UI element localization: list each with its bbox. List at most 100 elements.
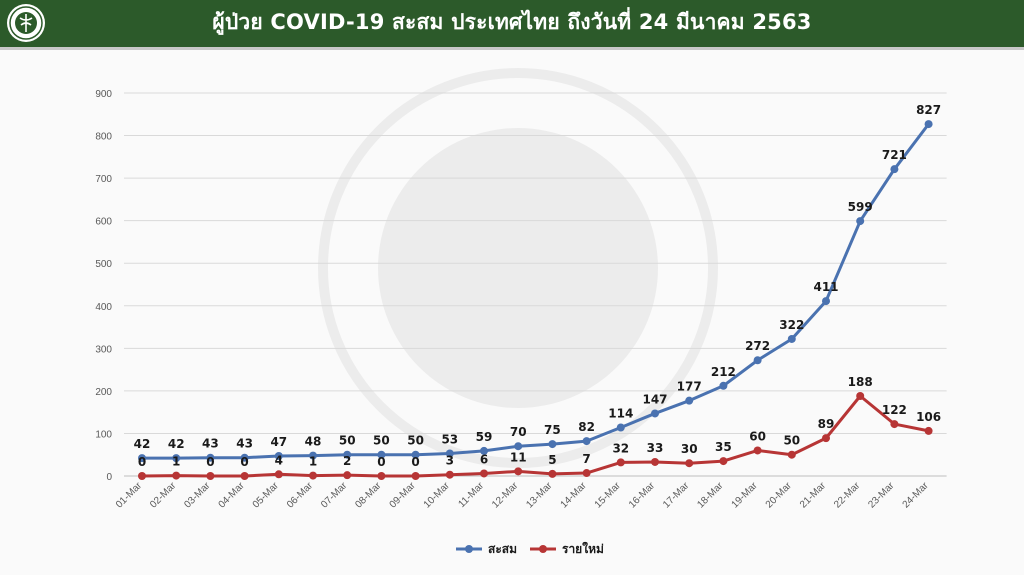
y-tick-label: 800 [95, 132, 112, 143]
data-label: 75 [544, 423, 561, 437]
x-tick-label: 16-Mar [627, 480, 658, 511]
data-label: 0 [411, 455, 419, 469]
data-point [856, 391, 865, 400]
x-tick-label: 02-Mar [148, 480, 179, 511]
data-label: 0 [206, 455, 214, 469]
page-title: ผู้ป่วย COVID-19 สะสม ประเทศไทย ถึงวันที… [212, 10, 812, 34]
data-point [480, 469, 488, 478]
data-point [138, 472, 146, 480]
y-tick-label: 200 [95, 387, 112, 398]
x-tick-label: 18-Mar [695, 480, 726, 511]
y-tick-label: 400 [95, 302, 112, 313]
data-label: 721 [882, 148, 907, 162]
data-label: 322 [779, 318, 804, 332]
data-label: 50 [339, 434, 356, 448]
data-label: 35 [715, 440, 732, 454]
data-label: 11 [510, 450, 527, 464]
series [138, 120, 933, 480]
data-label: 32 [612, 441, 629, 455]
data-point [274, 451, 283, 460]
data-point [719, 457, 728, 466]
x-tick-label: 09-Mar [388, 480, 419, 511]
data-label: 50 [407, 434, 424, 448]
data-label: 2 [343, 454, 351, 468]
data-label: 212 [711, 365, 736, 379]
data-point [787, 450, 796, 459]
data-label: 89 [818, 417, 835, 431]
data-label: 106 [916, 410, 941, 424]
data-point [309, 471, 317, 480]
x-tick-label: 10-Mar [422, 480, 453, 511]
x-tick-label: 17-Mar [661, 480, 692, 511]
data-label: 7 [582, 452, 590, 466]
y-tick-label: 300 [95, 344, 112, 355]
data-point [822, 297, 830, 306]
x-tick-label: 15-Mar [593, 480, 624, 511]
data-label: 47 [270, 435, 287, 449]
series-line-0 [142, 123, 930, 460]
data-point [822, 434, 830, 443]
x-tick-label: 06-Mar [285, 480, 316, 511]
data-point [445, 470, 454, 479]
data-label: 147 [642, 392, 667, 406]
data-point [753, 356, 762, 365]
data-label: 5 [548, 453, 556, 467]
data-label: 4 [275, 453, 283, 467]
data-point [753, 446, 762, 455]
data-label: 122 [882, 403, 907, 417]
x-tick-label: 04-Mar [217, 480, 248, 511]
x-axis: 01-Mar 02-Mar 03-Mar 04-Mar 05-Mar 06-Mar 07-M… [114, 480, 931, 511]
x-tick-label: 12-Mar [490, 480, 521, 511]
data-point [890, 420, 899, 429]
x-tick-label: 03-Mar [182, 480, 213, 511]
data-label: 59 [476, 430, 493, 444]
data-point [548, 440, 557, 449]
data-label: 42 [134, 437, 151, 451]
y-tick-label: 600 [95, 217, 112, 228]
x-tick-label: 05-Mar [251, 480, 282, 511]
data-label: 411 [813, 280, 838, 294]
y-tick-label: 500 [95, 259, 112, 270]
data-label: 6 [480, 452, 488, 466]
x-tick-label: 19-Mar [730, 480, 761, 511]
data-label: 1 [309, 455, 317, 469]
data-point [514, 467, 523, 476]
gridlines [124, 92, 947, 477]
data-point [480, 446, 488, 455]
data-point [172, 471, 181, 480]
data-point [309, 451, 317, 460]
data-point [685, 459, 694, 468]
data-point [377, 450, 386, 459]
data-point [206, 453, 215, 462]
data-point [548, 469, 557, 478]
data-label: 114 [608, 406, 633, 420]
data-point [411, 450, 420, 459]
data-label: 599 [848, 200, 873, 214]
data-point [138, 454, 146, 463]
data-point [616, 458, 625, 467]
data-label: 50 [373, 434, 390, 448]
x-tick-label: 08-Mar [353, 480, 384, 511]
x-tick-label: 13-Mar [524, 480, 555, 511]
chart-watermark [318, 68, 718, 468]
x-tick-label: 22-Mar [832, 480, 863, 511]
data-point [890, 165, 899, 174]
x-tick-label: 23-Mar [866, 480, 897, 511]
data-point [240, 472, 249, 480]
x-tick-label: 24-Mar [901, 480, 932, 511]
legend-marker [465, 545, 473, 553]
data-point [651, 457, 659, 466]
data-label: 42 [168, 437, 185, 451]
data-label: 60 [749, 429, 766, 443]
data-point [856, 217, 865, 226]
data-label: 0 [138, 455, 146, 469]
data-label: 82 [578, 420, 595, 434]
data-point [206, 472, 215, 480]
data-point [445, 449, 454, 458]
data-label: 30 [681, 442, 698, 456]
x-tick-label: 11-Mar [456, 480, 486, 510]
header-divider [0, 47, 1024, 50]
data-label: 0 [240, 455, 248, 469]
data-point [343, 450, 352, 459]
